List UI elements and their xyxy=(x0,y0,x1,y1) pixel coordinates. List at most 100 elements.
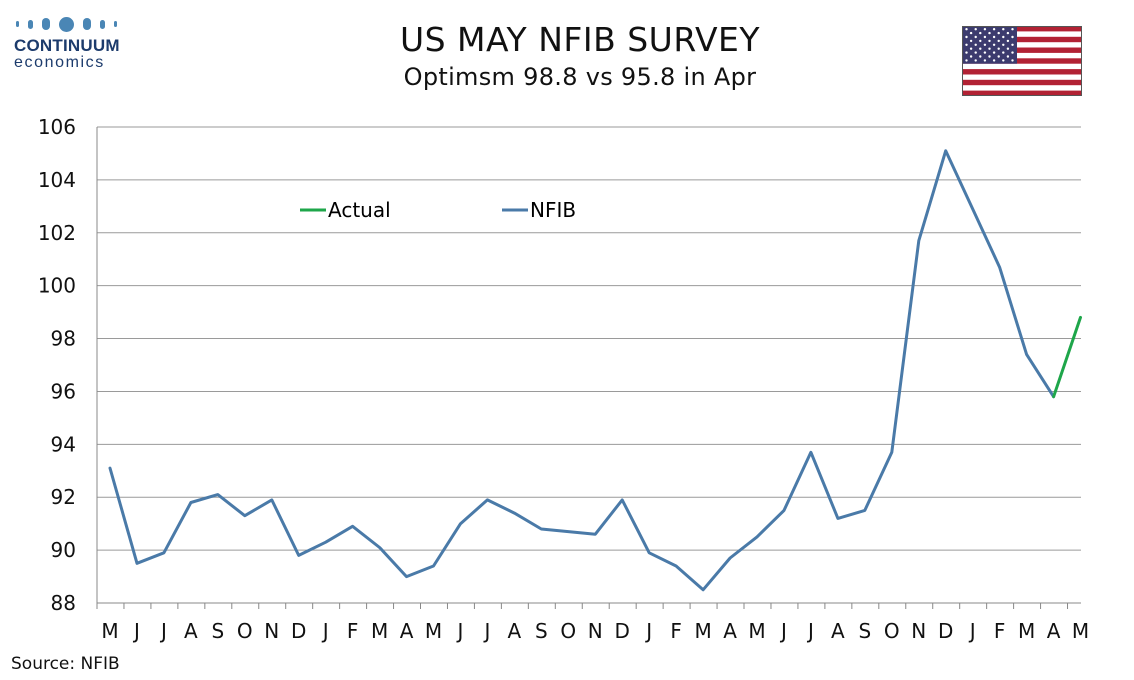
flag-star xyxy=(1011,35,1014,39)
flag-star xyxy=(1002,35,1005,39)
x-tick-label: A xyxy=(831,619,845,643)
legend-actual-label: Actual xyxy=(328,198,391,222)
flag-star xyxy=(1011,43,1014,46)
flag-star xyxy=(992,51,996,54)
flag-star xyxy=(974,51,977,54)
flag-star xyxy=(988,39,991,43)
x-tick-label: M xyxy=(371,619,388,643)
flag-star xyxy=(1006,47,1010,50)
x-tick-label: S xyxy=(535,619,548,643)
flag-star xyxy=(983,28,987,31)
x-tick-label: M xyxy=(1018,619,1035,643)
flag-star xyxy=(1002,28,1005,31)
logo-name: CONTINUUM xyxy=(14,36,120,55)
series-line-actual xyxy=(1052,315,1082,399)
x-tick-label: S xyxy=(858,619,871,643)
flag-star xyxy=(965,51,968,54)
flag-star xyxy=(1011,59,1014,62)
flag-star xyxy=(974,35,977,39)
flag-star xyxy=(979,31,982,35)
x-tick-label: N xyxy=(588,619,603,643)
flag-star xyxy=(997,55,1000,58)
x-tick-label: J xyxy=(456,619,464,643)
flag-star xyxy=(1011,51,1014,54)
x-tick-label: A xyxy=(723,619,737,643)
x-tick-label: A xyxy=(1047,619,1061,643)
continuum-economics-logo: CONTINUUM economics xyxy=(14,14,144,71)
x-tick-label: J xyxy=(159,619,167,643)
flag-star xyxy=(974,28,977,31)
flag-star xyxy=(974,59,977,62)
flag-star xyxy=(1006,55,1010,58)
flag-star xyxy=(997,31,1000,35)
x-tick-label: S xyxy=(211,619,224,643)
x-tick-label: O xyxy=(237,619,253,643)
flag-star xyxy=(969,31,973,35)
x-tick-label: J xyxy=(482,619,490,643)
y-tick-label: 92 xyxy=(51,485,76,509)
x-tick-label: J xyxy=(806,619,814,643)
series-line-nfib xyxy=(108,149,1056,592)
flag-star xyxy=(997,39,1000,43)
x-tick-label: D xyxy=(615,619,630,643)
flag-star xyxy=(1006,31,1010,35)
flag-star xyxy=(983,51,987,54)
series-lines xyxy=(108,149,1082,592)
x-tick-label: J xyxy=(779,619,787,643)
flag-star xyxy=(1002,59,1005,62)
flag-star xyxy=(983,59,987,62)
y-tick-label: 104 xyxy=(38,168,76,192)
y-axis-tick-labels: 88 90 92 94 96 98 100 102 104 106 xyxy=(38,115,76,615)
x-tick-label: J xyxy=(644,619,652,643)
flag-star xyxy=(1011,28,1014,31)
x-tick-label: J xyxy=(321,619,329,643)
x-tick-label: M xyxy=(425,619,442,643)
flag-star xyxy=(992,59,996,62)
flag-star xyxy=(979,39,982,43)
x-tick-label: F xyxy=(670,619,682,643)
flag-star xyxy=(983,35,987,39)
x-tick-label: M xyxy=(101,619,118,643)
x-tick-label: J xyxy=(968,619,976,643)
flag-star xyxy=(965,43,968,46)
x-tick-label: M xyxy=(694,619,711,643)
y-tick-label: 106 xyxy=(38,115,76,139)
flag-star xyxy=(988,47,991,50)
y-tick-label: 96 xyxy=(51,379,76,403)
flag-star xyxy=(979,55,982,58)
x-tick-label: O xyxy=(884,619,900,643)
flag-star xyxy=(1006,39,1010,43)
flag-star xyxy=(969,47,973,50)
y-tick-label: 90 xyxy=(51,538,76,562)
x-tick-label: M xyxy=(1072,619,1089,643)
logo-dots-icon xyxy=(16,14,144,34)
x-tick-label: A xyxy=(400,619,414,643)
chart-subtitle: Optimsm 98.8 vs 95.8 in Apr xyxy=(403,63,757,91)
y-tick-label: 88 xyxy=(51,591,76,615)
flag-star xyxy=(979,47,982,50)
x-tick-label: O xyxy=(560,619,576,643)
flag-star xyxy=(988,55,991,58)
x-tick-label: N xyxy=(911,619,926,643)
y-tick-label: 94 xyxy=(51,432,76,456)
axes xyxy=(96,127,1081,609)
x-tick-label: N xyxy=(264,619,279,643)
flag-star xyxy=(965,59,968,62)
logo-subtitle: economics xyxy=(14,54,105,71)
flag-star xyxy=(1002,43,1005,46)
y-tick-label: 102 xyxy=(38,221,76,245)
legend-nfib-label: NFIB xyxy=(530,198,576,222)
flag-star xyxy=(988,31,991,35)
source-note: Source: NFIB xyxy=(11,654,120,674)
gridlines xyxy=(97,126,1081,551)
x-tick-label: A xyxy=(508,619,522,643)
x-tick-label: M xyxy=(748,619,765,643)
flag-star xyxy=(992,28,996,31)
flag-star xyxy=(983,43,987,46)
flag-star xyxy=(974,43,977,46)
flag-star xyxy=(969,55,973,58)
x-tick-label: F xyxy=(994,619,1006,643)
y-tick-label: 100 xyxy=(38,274,76,298)
x-tick-label: J xyxy=(132,619,140,643)
